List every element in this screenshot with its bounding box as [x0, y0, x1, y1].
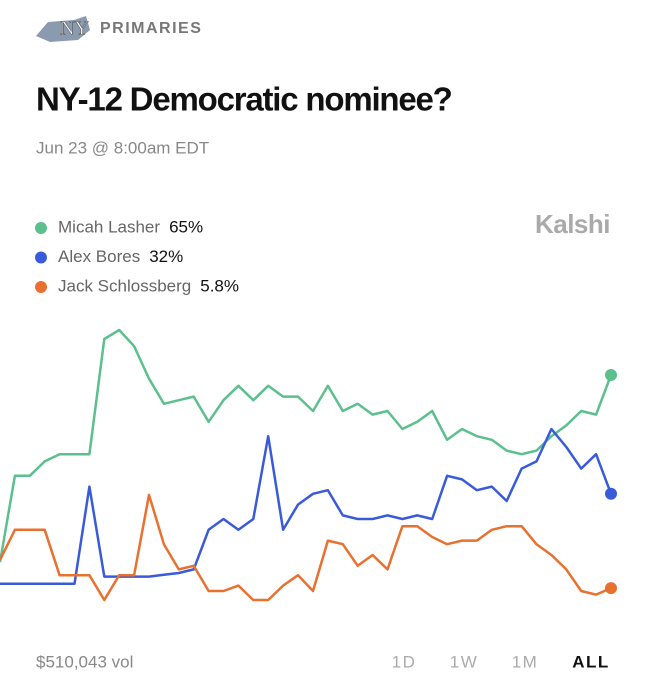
legend-name: Micah Lasher — [58, 217, 160, 236]
range-button[interactable]: 1D — [392, 652, 417, 671]
legend-value: 32% — [149, 247, 183, 266]
brand: Kalshi — [535, 209, 610, 239]
series-line — [0, 493, 612, 602]
section-label: PRIMARIES — [100, 20, 202, 37]
end-dot — [605, 487, 617, 500]
end-dot — [605, 582, 617, 595]
legend-value: 5.8% — [200, 276, 239, 295]
logo-shape — [36, 16, 90, 42]
end-dot — [605, 369, 617, 381]
range-button[interactable]: ALL — [572, 652, 610, 671]
legend-dot — [35, 251, 47, 264]
legend-dot — [35, 281, 47, 293]
series-line — [0, 427, 613, 586]
range-button[interactable]: 1W — [450, 652, 479, 671]
legend-value: 65% — [169, 217, 203, 236]
range-button[interactable]: 1M — [512, 652, 539, 671]
legend-name: Alex Bores — [58, 247, 140, 266]
title: NY-12 Democratic nominee? — [36, 81, 452, 118]
legend-name: Jack Schlossberg — [58, 276, 191, 295]
subtitle: Jun 23 @ 8:00am EDT — [36, 138, 209, 157]
series-line — [0, 328, 613, 563]
logo-text: NY — [60, 18, 89, 40]
legend-dot — [35, 222, 47, 234]
volume: $510,043 vol — [36, 652, 133, 671]
